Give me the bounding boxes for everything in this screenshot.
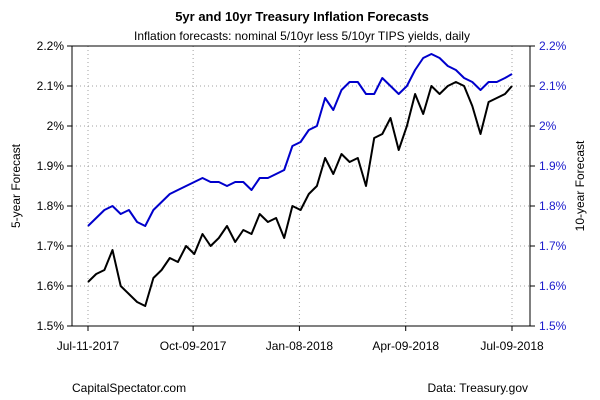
y-tick-label-right: 1.7% [539,239,567,253]
y-tick-label-right: 2.2% [539,39,567,53]
x-tick-label: Jan-08-2018 [266,339,334,353]
series-line-5yr [87,81,513,307]
x-tick-label: Jul-11-2017 [57,339,120,353]
y-tick-label-right: 1.8% [539,199,567,213]
chart-subtitle: Inflation forecasts: nominal 5/10yr less… [134,29,470,43]
y-tick-label-left: 1.8% [37,199,65,213]
y-tick-label-left: 2% [47,119,65,133]
y-axis-label-left: 5-year Forecast [9,143,23,228]
series-layer [87,53,513,307]
y-axis-label-right: 10-year Forecast [573,140,587,231]
footer-source-right: Data: Treasury.gov [428,381,529,395]
y-tick-label-left: 1.9% [37,159,65,173]
y-tick-label-right: 1.5% [539,319,567,333]
y-tick-label-left: 2.1% [37,79,65,93]
y-tick-label-left: 2.2% [37,39,65,53]
y-tick-label-left: 1.6% [37,279,65,293]
y-tick-label-right: 1.6% [539,279,567,293]
x-tick-label: Oct-09-2017 [160,339,227,353]
x-tick-label: Jul-09-2018 [480,339,544,353]
y-tick-label-right: 1.9% [539,159,567,173]
footer-source-left: CapitalSpectator.com [72,381,186,395]
grid-layer [72,45,530,327]
series-line-10yr [87,53,513,227]
y-tick-label-left: 1.7% [37,239,65,253]
y-tick-label-right: 2.1% [539,79,567,93]
y-tick-label-right: 2% [539,119,557,133]
chart-title: 5yr and 10yr Treasury Inflation Forecast… [175,9,429,24]
axis-layer: 1.5% 1.5% 1.6% 1.6% 1.7% 1.7% 1.8% 1.8% 1.9% 1.9%… [37,39,567,353]
plot-frame [71,45,531,327]
x-tick-label: Apr-09-2018 [372,339,439,353]
y-tick-label-left: 1.5% [37,319,65,333]
